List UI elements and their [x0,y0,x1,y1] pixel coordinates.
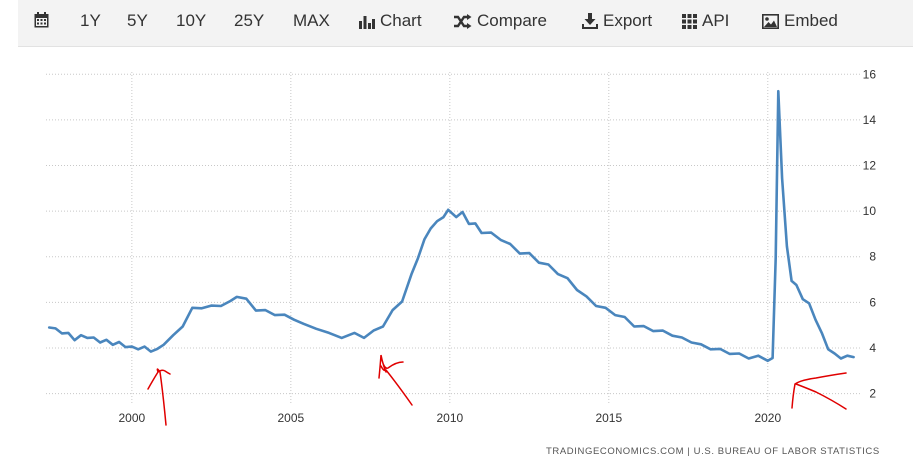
y-tick-label: 16 [863,67,877,81]
chart-source-credit: TRADINGECONOMICS.COM | U.S. BUREAU OF LA… [546,446,880,457]
series-line [49,91,853,361]
y-tick-label: 2 [869,387,876,401]
x-tick-label: 2005 [277,411,304,425]
y-tick-label: 10 [863,204,877,218]
x-tick-label: 2010 [436,411,463,425]
x-tick-label: 2020 [754,411,781,425]
y-tick-label: 14 [863,113,877,127]
y-tick-label: 12 [863,159,877,173]
y-tick-label: 6 [869,295,876,309]
y-tick-label: 4 [869,341,876,355]
x-tick-label: 2000 [119,411,146,425]
hand-drawn-annotations [148,355,846,425]
annotation-mark-2020 [792,373,846,409]
annotation-mark-2001 [148,369,170,425]
annotation-mark-2008 [379,355,412,405]
x-tick-label: 2015 [595,411,622,425]
y-tick-label: 8 [869,250,876,264]
